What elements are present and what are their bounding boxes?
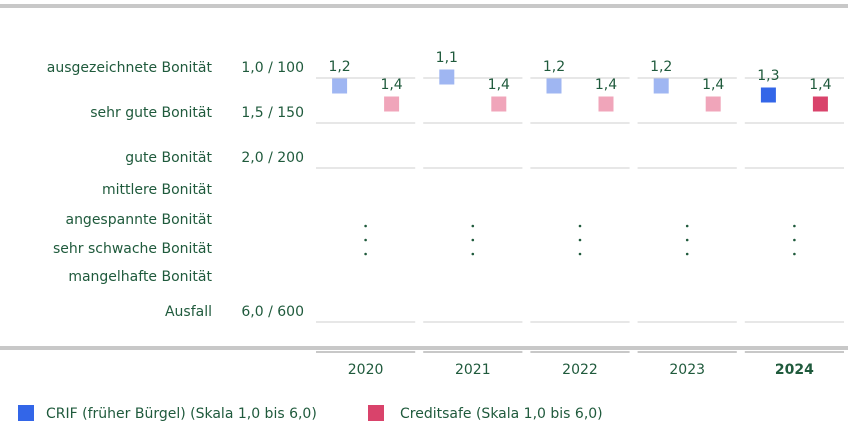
y-tick-label: 6,0 / 600	[241, 304, 304, 320]
value-label: 1,2	[328, 59, 350, 75]
break-dot	[685, 238, 689, 242]
dot-marker	[491, 96, 507, 112]
legend-swatch	[18, 405, 34, 421]
legend-swatch	[368, 405, 384, 421]
dot-marker	[705, 96, 721, 112]
value-label: 1,2	[543, 59, 565, 75]
rating-level: sehr schwache Bonität	[53, 241, 213, 257]
break-dot	[793, 238, 796, 242]
dot-marker	[598, 96, 614, 112]
rating-level: mittlere Bonität	[102, 182, 213, 198]
break-dot	[364, 252, 367, 256]
value-label: 1,4	[702, 77, 724, 93]
break-dot	[578, 252, 582, 256]
break-dot	[793, 252, 796, 256]
x-tick-label: 2023	[669, 362, 705, 378]
dot-marker	[546, 78, 562, 94]
dot-marker	[760, 87, 776, 103]
break-dot	[364, 224, 367, 228]
value-label: 1,3	[757, 68, 779, 84]
break-dot	[471, 252, 475, 256]
break-dot	[364, 238, 367, 242]
dot-marker	[812, 96, 828, 112]
rating-level: ausgezeichnete Bonität	[47, 60, 213, 76]
rating-level: sehr gute Bonität	[90, 105, 212, 121]
y-tick-label: 1,5 / 150	[241, 105, 304, 121]
rating-level: angespannte Bonität	[65, 212, 212, 228]
x-tick-label: 2024	[775, 362, 814, 378]
x-tick-label: 2021	[455, 362, 491, 378]
break-dot	[578, 224, 582, 228]
value-label: 1,4	[488, 77, 510, 93]
y-tick-label: 1,0 / 100	[241, 60, 304, 76]
value-label: 1,1	[436, 50, 458, 66]
rating-level: Ausfall	[165, 304, 212, 320]
dot-marker	[439, 69, 455, 85]
break-dot	[793, 224, 796, 228]
legend-label: CRIF (früher Bürgel) (Skala 1,0 bis 6,0)	[46, 406, 317, 422]
x-tick-label: 2022	[562, 362, 598, 378]
break-dot	[471, 238, 475, 242]
dot-marker	[332, 78, 348, 94]
value-label: 1,4	[595, 77, 617, 93]
break-dot	[685, 224, 689, 228]
value-label: 1,4	[809, 77, 831, 93]
dot-marker	[653, 78, 669, 94]
value-label: 1,4	[380, 77, 402, 93]
x-tick-label: 2020	[348, 362, 384, 378]
rating-level: gute Bonität	[125, 150, 212, 166]
break-dot	[685, 252, 689, 256]
legend-label: Creditsafe (Skala 1,0 bis 6,0)	[400, 406, 603, 422]
break-dot	[578, 238, 582, 242]
rating-level: mangelhafte Bonität	[68, 269, 212, 285]
y-tick-label: 2,0 / 200	[241, 150, 304, 166]
value-label: 1,2	[650, 59, 672, 75]
break-dot	[471, 224, 475, 228]
dot-marker	[384, 96, 400, 112]
